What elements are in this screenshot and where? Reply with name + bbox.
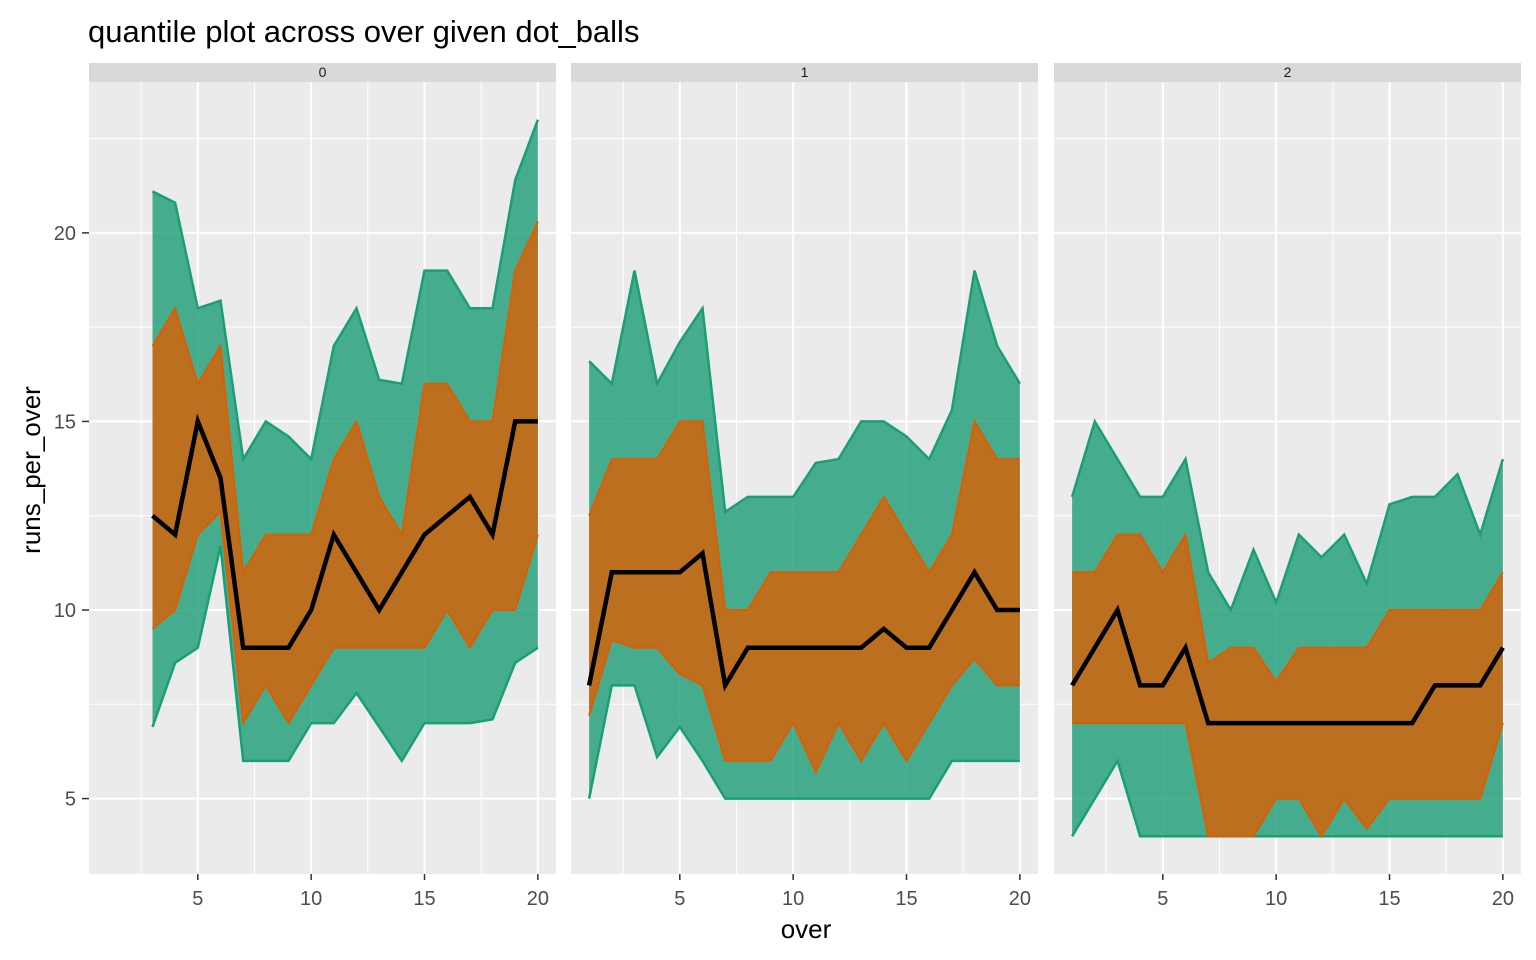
median-line: [151, 413, 538, 650]
inner-band-lower-edge: [1072, 722, 1504, 839]
x-tick-label: 10: [782, 888, 804, 910]
y-axis-title: runs_per_over: [16, 386, 46, 554]
inner-band-lower-edge: [151, 509, 539, 727]
outer-band-upper-edge: [588, 270, 1021, 515]
facet-strip-label: 1: [801, 64, 809, 80]
y-tick-label: 10: [54, 600, 76, 622]
facet-strip-label: 2: [1284, 64, 1292, 80]
facet-panel-2: 2 5 10 15 20: [1054, 63, 1521, 910]
inner-quantile-band: [589, 421, 1020, 773]
x-tick-label: 10: [1265, 888, 1287, 910]
outer-band-lower-edge: [1071, 757, 1503, 838]
x-axis-title: over: [781, 914, 832, 944]
outer-band-upper-edge: [1070, 418, 1505, 613]
y-axis: 5 10 15 20: [54, 223, 89, 811]
chart-title: quantile plot across over given dot_ball…: [88, 14, 639, 49]
facet-strip: [89, 63, 556, 82]
y-tick-label: 20: [54, 223, 76, 245]
x-tick-label: 15: [895, 888, 917, 910]
x-tick-label: 20: [527, 888, 549, 910]
x-tick-label: 5: [1157, 888, 1168, 910]
y-tick-label: 15: [54, 411, 76, 433]
y-tick-label: 5: [65, 789, 76, 811]
inner-quantile-band: [152, 221, 538, 724]
outer-band-lower-edge: [151, 545, 539, 764]
x-tick-label: 5: [192, 888, 203, 910]
facet-strip: [571, 63, 1038, 82]
inner-band-upper-edge: [1072, 531, 1504, 684]
facet-panel-0: 0 5 10 15 20: [89, 63, 556, 910]
median-line: [586, 549, 1020, 692]
x-tick-label: 20: [1009, 888, 1031, 910]
facet-strip-label: 0: [319, 64, 327, 80]
x-tick-label: 15: [413, 888, 435, 910]
inner-band-upper-edge: [588, 418, 1020, 611]
inner-band-upper-edge: [151, 221, 539, 576]
outer-band-upper-edge: [151, 119, 540, 463]
x-tick-label: 5: [674, 888, 685, 910]
inner-band-lower-edge: [588, 638, 1020, 775]
facet-panel-1: 15 10 15 20: [571, 63, 1038, 910]
x-tick-label: 10: [300, 888, 322, 910]
outer-band-lower-edge: [587, 684, 1020, 800]
facet-strip: [1054, 63, 1521, 82]
x-tick-label: 20: [1492, 888, 1514, 910]
median-line: [1070, 604, 1505, 726]
x-tick-label: 15: [1378, 888, 1400, 910]
